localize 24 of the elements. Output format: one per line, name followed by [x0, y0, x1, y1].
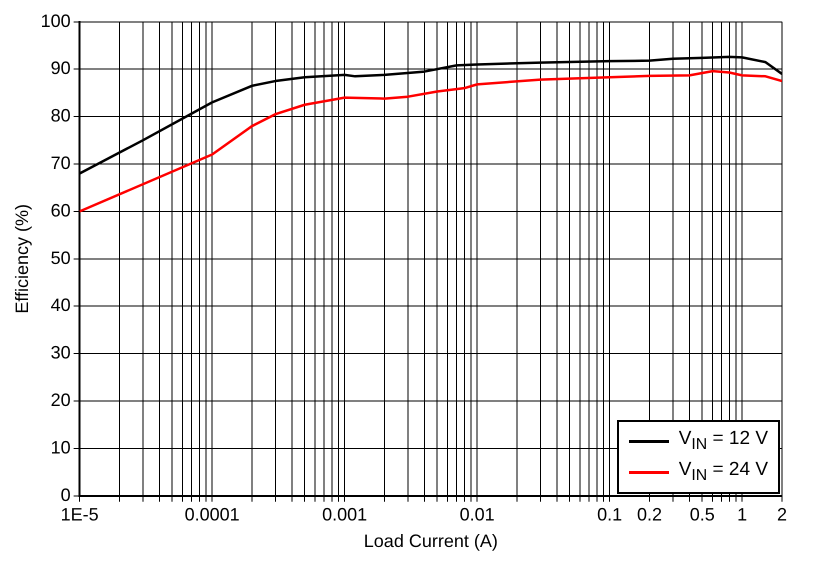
- y-tick-label: 60: [50, 200, 71, 220]
- x-axis-title: Load Current (A): [364, 531, 498, 552]
- y-tick-label: 30: [50, 342, 71, 363]
- y-tick-label: 10: [50, 437, 71, 458]
- y-tick-label: 40: [50, 295, 71, 316]
- x-tick-label: 0.2: [636, 504, 662, 525]
- y-tick-label: 80: [50, 106, 71, 126]
- y-tick-label: 70: [50, 152, 71, 173]
- y-tick-label: 90: [50, 58, 71, 78]
- y-tick-label: 100: [40, 10, 71, 31]
- x-tick-label: 1E-5: [60, 504, 99, 525]
- y-axis-title: Efficiency (%): [12, 204, 32, 314]
- legend-label: V$_{IN}$ = 24 V: [678, 458, 768, 486]
- x-tick-label: 0.1: [597, 504, 622, 525]
- x-tick-label: 0.0001: [184, 504, 240, 525]
- legend-label: V$_{IN}$ = 12 V: [678, 427, 768, 455]
- x-tick-label: 0.01: [460, 504, 495, 525]
- x-tick-label: 2: [776, 504, 788, 525]
- y-tick-label: 20: [50, 390, 71, 410]
- x-tick-label: 0.5: [690, 504, 715, 525]
- x-tick-label: 1: [737, 504, 748, 525]
- y-tick-label: 0: [60, 484, 71, 505]
- y-tick-label: 50: [50, 248, 71, 268]
- x-tick-label: 0.001: [322, 504, 368, 525]
